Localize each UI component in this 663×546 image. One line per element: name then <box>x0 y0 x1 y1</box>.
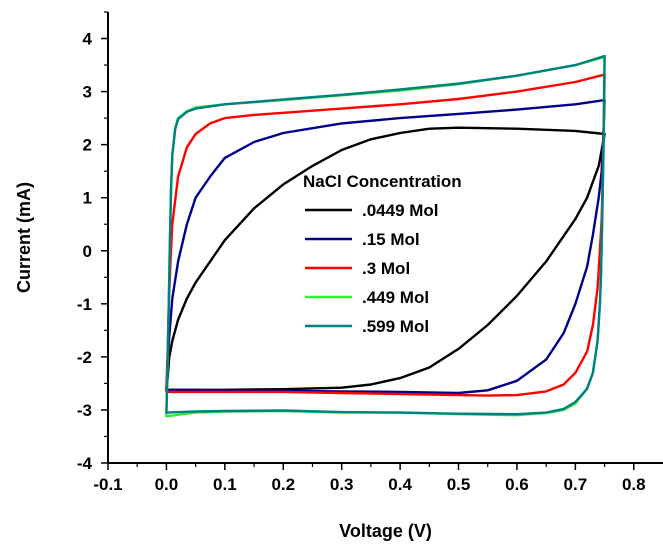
legend-title: NaCl Concentration <box>303 172 462 191</box>
legend-label: .0449 Mol <box>362 201 439 220</box>
x-tick-label: -0.1 <box>93 475 122 494</box>
x-tick-label: 0.5 <box>447 475 471 494</box>
x-tick-label: 0.7 <box>564 475 588 494</box>
plot-area <box>165 54 606 418</box>
x-tick-label: 0.8 <box>622 475 646 494</box>
y-tick-label: 1 <box>83 189 92 208</box>
legend: NaCl Concentration .0449 Mol .15 Mol .3 Mo… <box>303 172 462 336</box>
y-tick-label: 0 <box>83 242 92 261</box>
x-tick-label: 0.3 <box>330 475 354 494</box>
y-tick-label: -1 <box>77 295 92 314</box>
series-line-5 <box>165 54 606 416</box>
y-tick-label: 3 <box>83 83 92 102</box>
y-axis-title: Current (mA) <box>14 182 34 293</box>
x-ticks: -0.1 0.0 0.1 0.2 0.3 0.4 0.5 0.6 0.7 0.8 <box>93 463 646 494</box>
y-tick-label: -3 <box>77 401 92 420</box>
x-tick-label: 0.0 <box>155 475 179 494</box>
y-tick-label: -4 <box>77 454 93 473</box>
y-tick-label: -2 <box>77 348 92 367</box>
y-ticks: -4 -3 -2 -1 0 1 2 3 4 <box>77 11 108 473</box>
legend-label: .599 Mol <box>362 317 429 336</box>
x-tick-label: 0.6 <box>505 475 529 494</box>
legend-label: .3 Mol <box>362 259 410 278</box>
x-tick-label: 0.4 <box>388 475 412 494</box>
legend-label: .15 Mol <box>362 230 420 249</box>
legend-label: .449 Mol <box>362 288 429 307</box>
series-line-1 <box>165 126 606 391</box>
x-tick-label: 0.2 <box>271 475 295 494</box>
axes: -0.1 0.0 0.1 0.2 0.3 0.4 0.5 0.6 0.7 0.8 -4 -3 -2 -1… <box>77 11 663 494</box>
x-tick-label: 0.1 <box>213 475 237 494</box>
legend-items: .0449 Mol .15 Mol .3 Mol .449 Mol .599 Mol <box>305 201 439 336</box>
x-axis-title: Voltage (V) <box>339 521 432 541</box>
y-tick-label: 2 <box>83 136 92 155</box>
y-tick-label: 4 <box>83 30 93 49</box>
